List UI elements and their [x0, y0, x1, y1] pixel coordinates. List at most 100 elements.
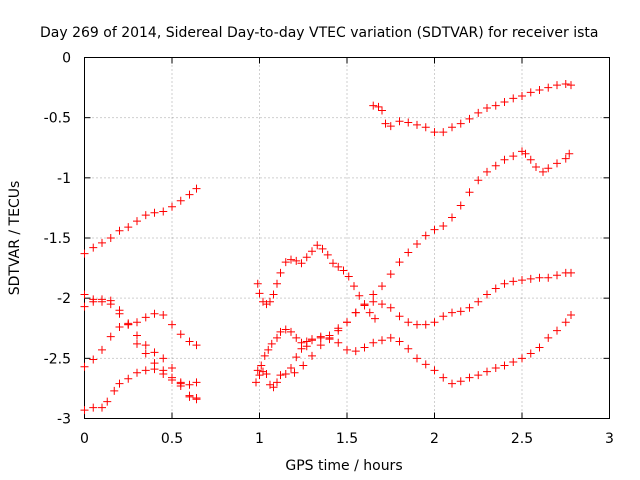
data-point-plus	[80, 362, 89, 371]
data-point-plus	[316, 341, 325, 350]
data-point-plus	[535, 273, 544, 282]
series-9	[290, 147, 574, 377]
data-point-plus	[413, 354, 421, 363]
data-point-plus	[553, 326, 561, 335]
data-point-plus	[386, 270, 395, 279]
data-point-plus	[343, 318, 351, 327]
data-point-plus	[252, 378, 260, 387]
data-point-plus	[80, 406, 89, 415]
data-point-plus	[518, 92, 526, 101]
data-point-plus	[323, 250, 332, 259]
data-point-plus	[386, 333, 395, 342]
data-point-plus	[413, 240, 421, 249]
y-tick-label: -3	[57, 412, 71, 428]
series-1	[80, 184, 201, 258]
data-point-plus	[421, 231, 430, 240]
data-point-plus	[290, 368, 299, 377]
data-point-plus	[561, 318, 570, 327]
data-point-plus	[89, 243, 98, 252]
data-point-plus	[404, 248, 413, 257]
data-point-plus	[141, 313, 150, 322]
data-point-plus	[133, 217, 141, 226]
data-point-plus	[430, 225, 439, 234]
data-point-plus	[430, 366, 439, 375]
data-point-plus	[491, 161, 500, 170]
data-point-plus	[106, 332, 115, 341]
series-7	[252, 268, 575, 392]
data-point-plus	[378, 106, 386, 115]
data-point-plus	[255, 289, 264, 298]
data-point-plus	[483, 290, 491, 299]
data-point-plus	[395, 337, 404, 346]
data-point-plus	[395, 312, 404, 321]
data-point-plus	[299, 361, 308, 370]
x-tick-label: 3	[605, 431, 614, 447]
series-3	[80, 309, 201, 371]
data-point-plus	[421, 123, 430, 132]
data-point-plus	[365, 308, 374, 317]
data-point-plus	[404, 344, 413, 353]
data-point-plus	[526, 88, 535, 97]
data-point-plus	[491, 101, 500, 110]
data-point-plus	[257, 361, 266, 370]
data-point-plus	[355, 291, 364, 300]
y-axis-ticks: 0 -0.5 -1 -1.5 -2 -2.5 -3	[44, 51, 610, 428]
data-point-plus	[106, 234, 115, 242]
data-point-plus	[360, 343, 369, 352]
data-point-plus	[124, 374, 133, 383]
data-point-plus	[292, 256, 301, 265]
data-point-plus	[269, 383, 278, 392]
data-point-plus	[89, 355, 98, 364]
data-point-plus	[561, 79, 570, 88]
data-point-plus	[292, 333, 301, 342]
data-point-plus	[474, 371, 483, 380]
data-point-plus	[526, 274, 535, 283]
data-point-plus	[539, 167, 547, 176]
y-tick-label: -2	[57, 291, 71, 307]
series-5	[80, 295, 201, 403]
data-point-plus	[176, 330, 185, 339]
data-point-plus	[124, 223, 133, 232]
data-point-plus	[369, 101, 378, 110]
data-point-plus	[287, 255, 295, 264]
x-tick-label: 2.5	[511, 431, 533, 447]
data-point-plus	[553, 159, 561, 168]
data-point-plus	[98, 238, 106, 247]
data-point-plus	[474, 108, 483, 117]
y-tick-label: -1.5	[44, 231, 71, 247]
data-point-plus	[518, 276, 526, 285]
data-point-plus	[80, 302, 89, 311]
data-point-plus	[526, 349, 535, 358]
data-point-plus	[133, 339, 141, 348]
data-point-plus	[159, 207, 168, 216]
data-point-plus	[308, 351, 316, 360]
data-point-plus	[253, 366, 262, 375]
x-axis-ticks: 0 0.5 1 1.5 2 2.5 3	[80, 57, 614, 447]
data-point-plus	[544, 333, 553, 342]
data-point-plus	[456, 119, 465, 128]
data-point-plus	[260, 351, 269, 360]
data-point-plus	[159, 366, 168, 375]
data-point-plus	[264, 345, 273, 354]
data-point-plus	[474, 176, 483, 185]
data-point-plus	[395, 117, 404, 126]
data-point-plus	[325, 335, 334, 344]
data-point-plus	[544, 164, 553, 173]
data-point-plus	[150, 208, 159, 217]
data-point-plus	[374, 102, 383, 111]
data-point-plus	[115, 379, 124, 388]
data-point-plus	[281, 258, 290, 267]
data-point-plus	[115, 323, 124, 332]
data-point-plus	[553, 81, 561, 90]
data-point-plus	[360, 300, 369, 309]
data-point-plus	[421, 360, 430, 369]
series-8	[253, 311, 575, 388]
data-point-plus	[110, 386, 119, 395]
data-point-plus	[339, 266, 348, 275]
data-point-plus	[448, 123, 456, 132]
data-point-plus	[334, 262, 343, 271]
y-tick-label: -1	[57, 171, 71, 187]
data-point-plus	[287, 327, 295, 336]
data-point-plus	[500, 361, 509, 370]
data-point-plus	[266, 297, 274, 306]
